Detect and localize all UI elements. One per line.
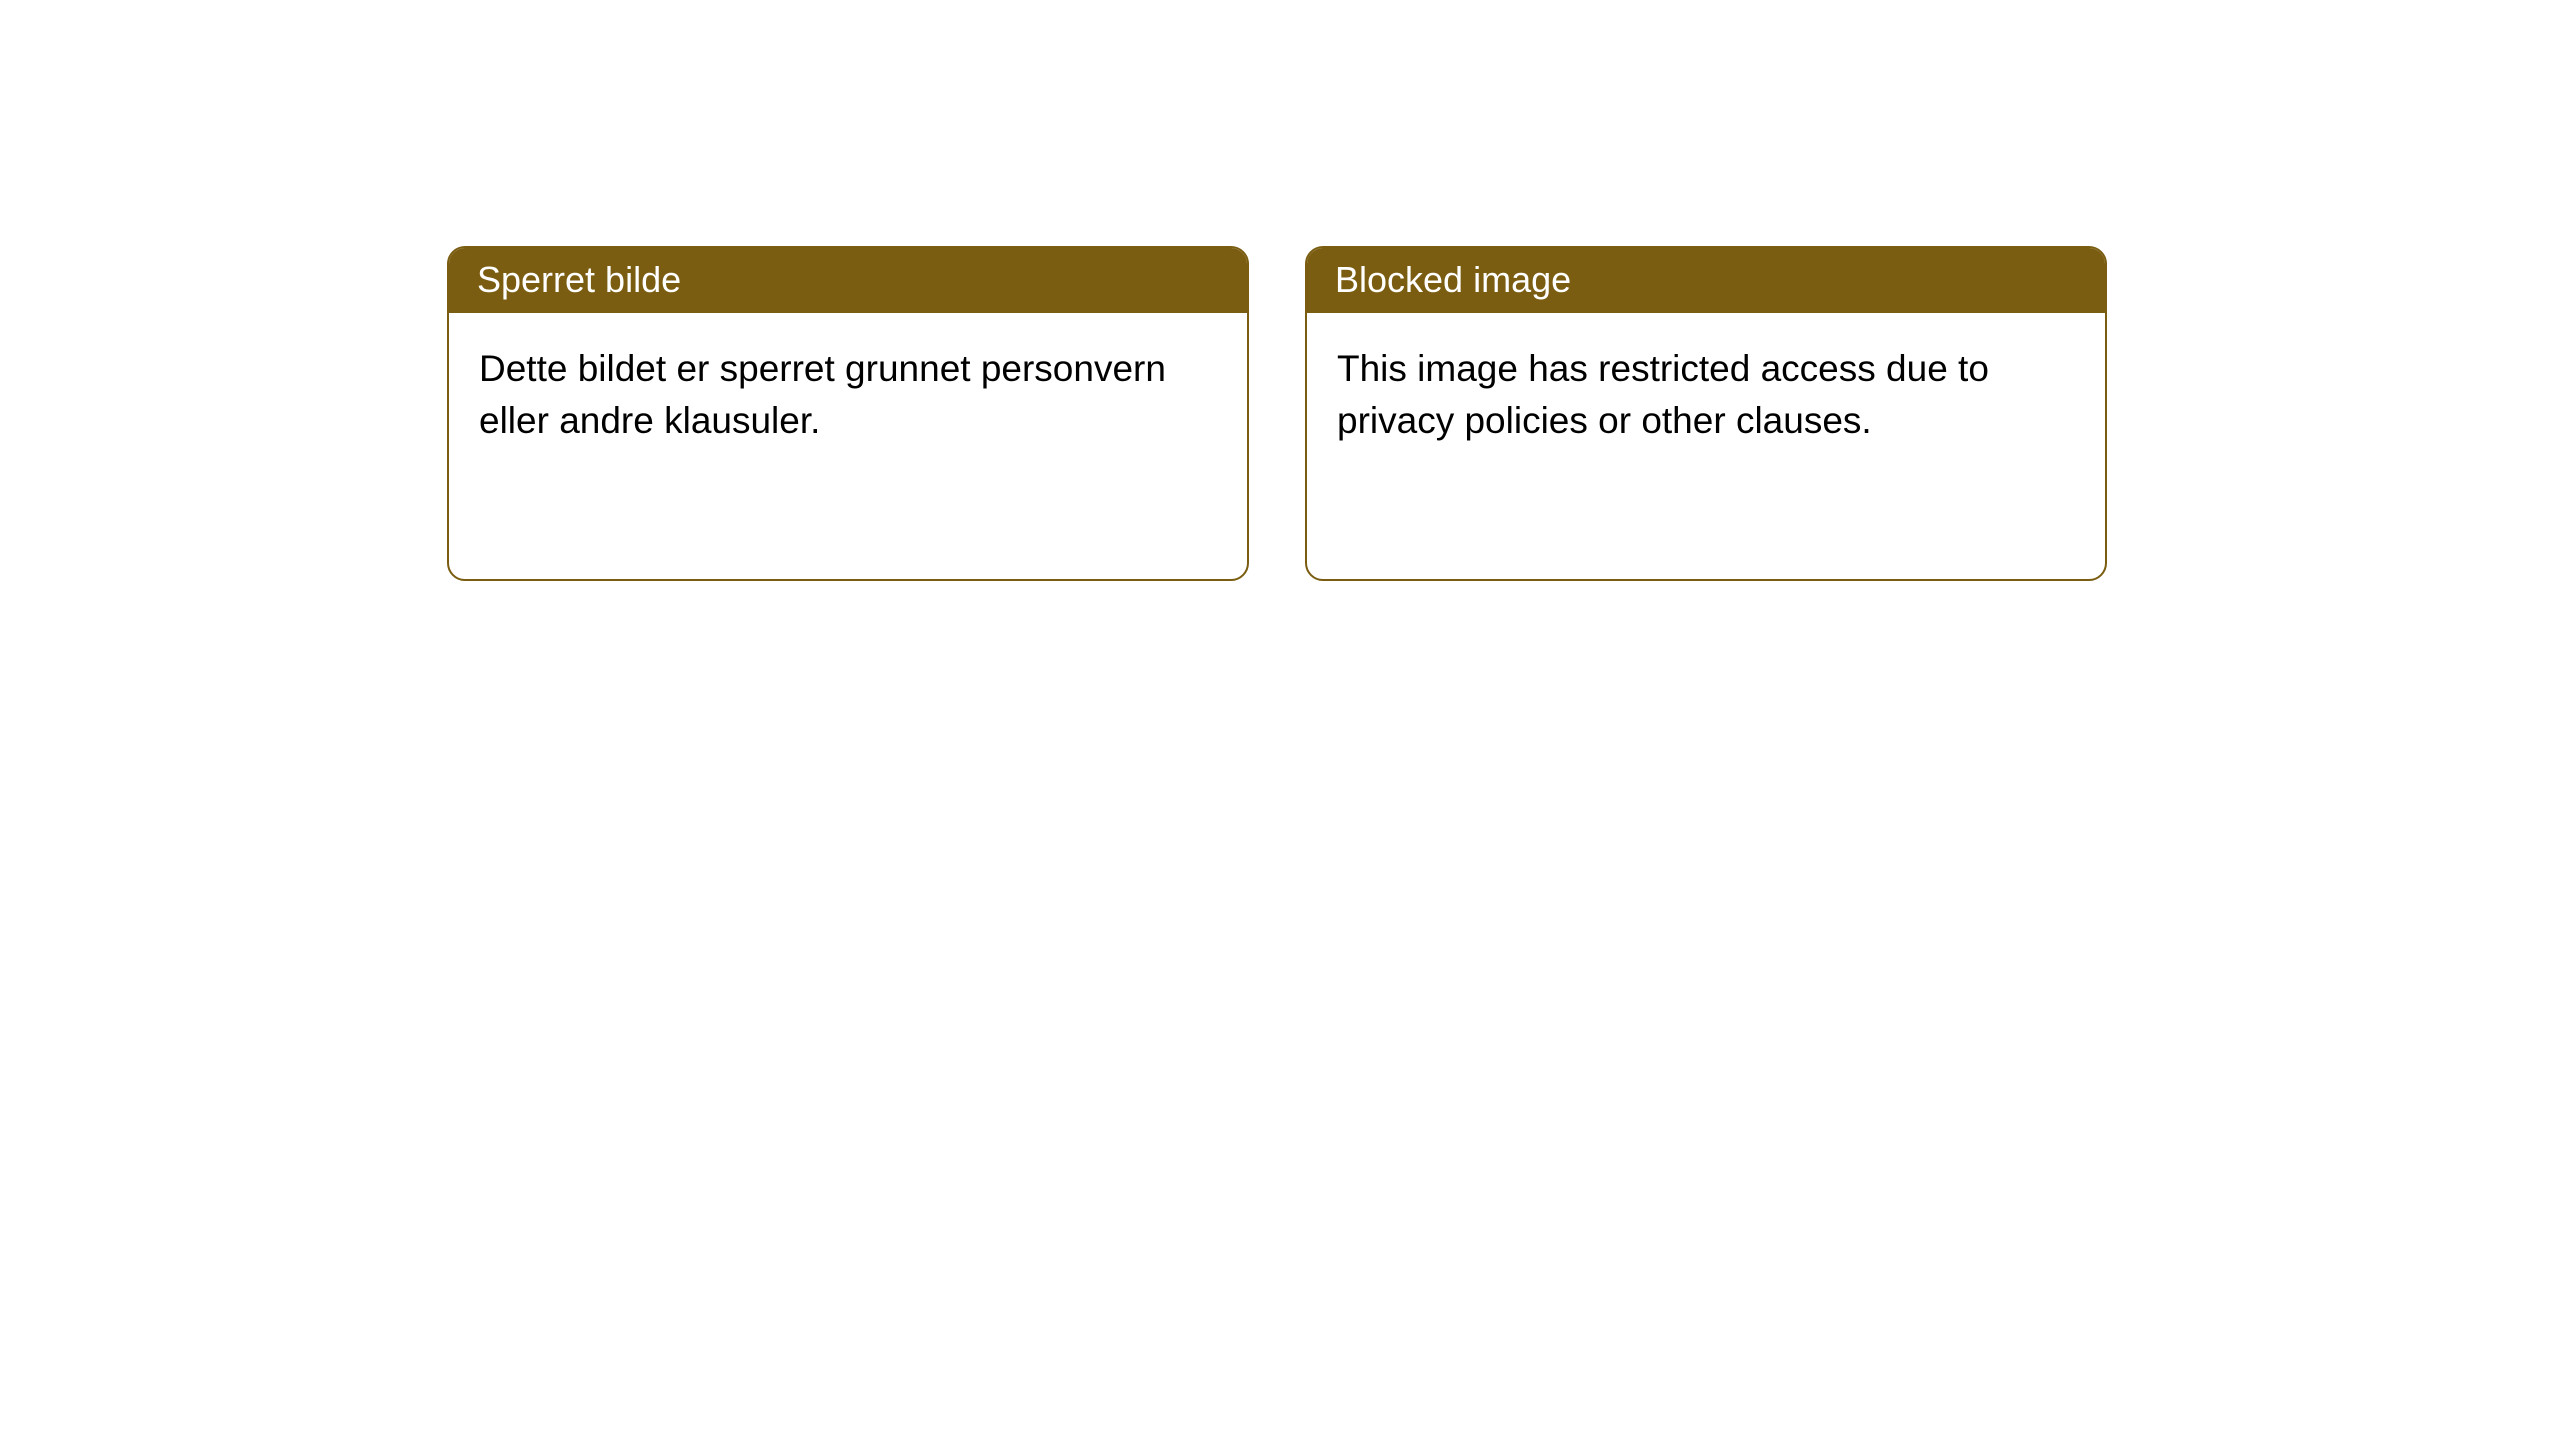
notice-card-norwegian: Sperret bilde Dette bildet er sperret gr… [447,246,1249,581]
card-body-text: This image has restricted access due to … [1307,313,2105,477]
card-title: Blocked image [1307,248,2105,313]
cards-container: Sperret bilde Dette bildet er sperret gr… [0,0,2560,581]
notice-card-english: Blocked image This image has restricted … [1305,246,2107,581]
card-title: Sperret bilde [449,248,1247,313]
card-body-text: Dette bildet er sperret grunnet personve… [449,313,1247,477]
